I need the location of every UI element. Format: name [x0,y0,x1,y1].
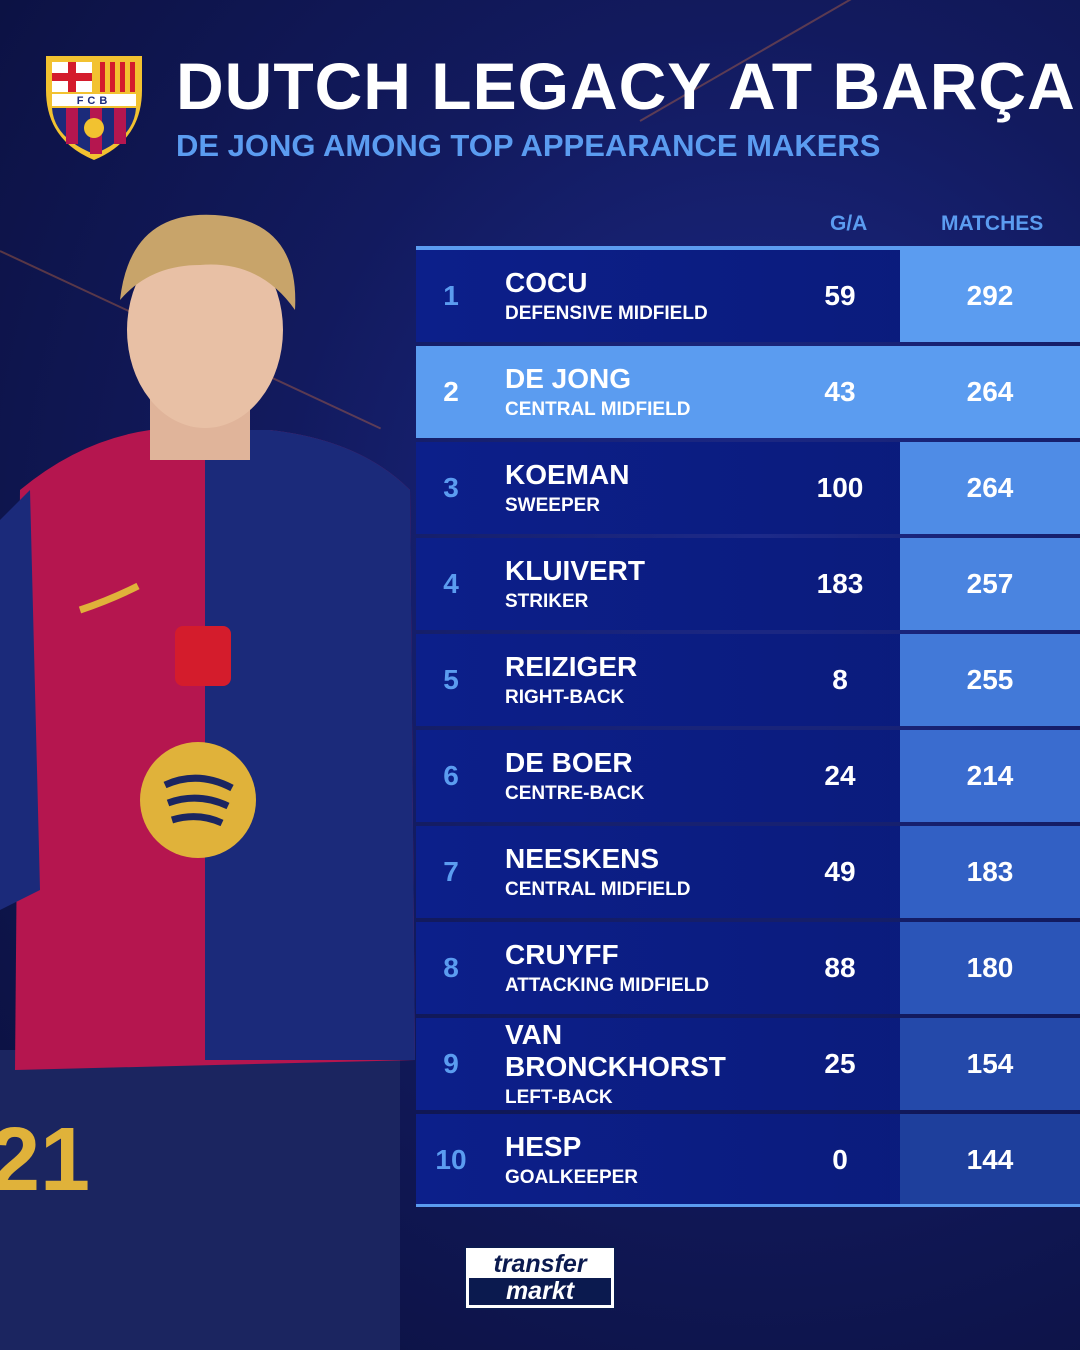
matches-value: 257 [900,538,1080,630]
ga-value: 100 [816,472,864,503]
table-row: 7 NEESKENS CENTRAL MIDFIELD 49 183 [416,826,1080,918]
player-position: STRIKER [505,591,589,612]
matches-value: 183 [900,826,1080,918]
column-header-matches: MATCHES [941,212,1044,235]
matches-value: 264 [900,442,1080,534]
player-name: COCU [505,267,588,298]
rank: 7 [443,856,459,887]
player-name: KLUIVERT [505,555,645,586]
player-cell: VAN BRONCKHORST LEFT-BACK [486,1019,780,1109]
table-row: 8 CRUYFF ATTACKING MIDFIELD 88 180 [416,922,1080,1014]
logo-text-top: transfer [469,1251,611,1278]
matches-value: 255 [900,634,1080,726]
ga-value: 88 [824,952,856,983]
rank: 9 [443,1048,459,1079]
player-cell: KOEMAN SWEEPER [486,459,780,517]
player-position: RIGHT-BACK [505,687,625,708]
table-row: 3 KOEMAN SWEEPER 100 264 [416,442,1080,534]
page-subtitle: DE JONG AMONG TOP APPEARANCE MAKERS [176,128,881,163]
appearance-table: 1 COCU DEFENSIVE MIDFIELD 59 292 2 DE JONG… [416,246,1080,1210]
matches-value: 214 [900,730,1080,822]
ga-value: 49 [824,856,856,887]
table-row: 9 VAN BRONCKHORST LEFT-BACK 25 154 [416,1018,1080,1110]
crest-text: FCB [77,95,112,107]
player-position: ATTACKING MIDFIELD [505,975,710,996]
player-name: KOEMAN [505,459,630,490]
column-header-ga: G/A [830,212,868,235]
player-name: DE BOER [505,747,633,778]
table-row: 1 COCU DEFENSIVE MIDFIELD 59 292 [416,250,1080,342]
player-photo: 21 [0,214,415,1350]
player-position: GOALKEEPER [505,1167,639,1188]
player-position: SWEEPER [505,495,601,516]
rank: 6 [443,760,459,791]
player-cell: DE BOER CENTRE-BACK [486,747,780,805]
rank: 8 [443,952,459,983]
ga-value: 24 [824,760,856,791]
player-cell: DE JONG CENTRAL MIDFIELD [486,363,780,421]
ga-value: 183 [816,568,864,599]
matches-value: 180 [900,922,1080,1014]
player-cell: HESP GOALKEEPER [486,1131,780,1189]
table-row: 2 DE JONG CENTRAL MIDFIELD 43 264 [416,346,1080,438]
player-cell: NEESKENS CENTRAL MIDFIELD [486,843,780,901]
table-row: 6 DE BOER CENTRE-BACK 24 214 [416,730,1080,822]
player-name: CRUYFF [505,939,619,970]
table-row: 10 HESP GOALKEEPER 0 144 [416,1114,1080,1206]
player-position: CENTRAL MIDFIELD [505,399,691,420]
player-position: CENTRAL MIDFIELD [505,879,691,900]
player-cell: CRUYFF ATTACKING MIDFIELD [486,939,780,997]
player-position: CENTRE-BACK [505,783,645,804]
rank: 3 [443,472,459,503]
player-name: DE JONG [505,363,632,394]
player-name: HESP [505,1131,582,1162]
player-name: VAN BRONCKHORST [505,1019,726,1082]
matches-value: 144 [900,1114,1080,1206]
ga-value: 8 [832,664,848,695]
player-name: REIZIGER [505,651,638,682]
page-title: DUTCH LEGACY AT BARÇA [176,49,1076,123]
player-name: NEESKENS [505,843,660,874]
matches-value: 154 [900,1018,1080,1110]
ga-value: 59 [824,280,856,311]
ga-value: 43 [824,376,856,407]
shirt-number: 21 [0,1110,90,1210]
matches-value: 264 [900,346,1080,438]
table-bottom-rule [416,1204,1080,1207]
ga-value: 25 [824,1048,856,1079]
table-row: 5 REIZIGER RIGHT-BACK 8 255 [416,634,1080,726]
player-cell: COCU DEFENSIVE MIDFIELD [486,267,780,325]
player-cell: REIZIGER RIGHT-BACK [486,651,780,709]
fcb-crest-logo: FCB [46,56,142,160]
rank: 4 [443,568,459,599]
rank: 1 [443,280,459,311]
table-row: 4 KLUIVERT STRIKER 183 257 [416,538,1080,630]
player-cell: KLUIVERT STRIKER [486,555,780,613]
rank: 5 [443,664,459,695]
logo-text-bottom: markt [469,1278,611,1305]
player-position: LEFT-BACK [505,1087,613,1108]
matches-value: 292 [900,250,1080,342]
transfermarkt-logo: transfer markt [464,1246,616,1310]
player-position: DEFENSIVE MIDFIELD [505,303,708,324]
rank: 10 [435,1144,467,1175]
rank: 2 [443,376,459,407]
ga-value: 0 [832,1144,848,1175]
